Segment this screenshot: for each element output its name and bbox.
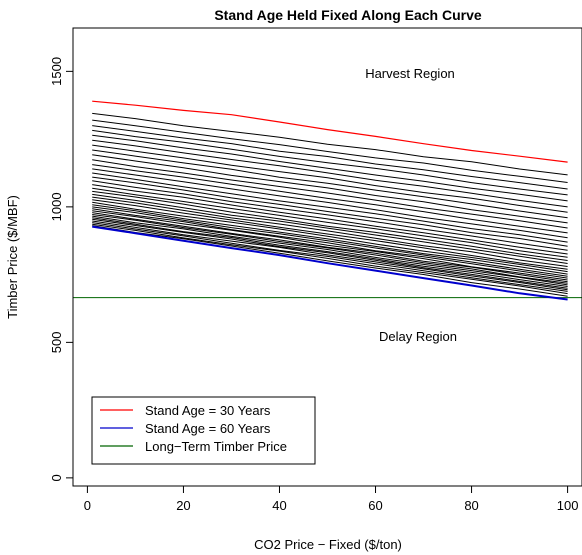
legend-label: Stand Age = 30 Years <box>145 403 271 418</box>
age-curve <box>92 206 568 277</box>
y-tick-label: 0 <box>49 474 64 481</box>
age-curve <box>92 125 568 190</box>
age-60-curve <box>92 225 568 301</box>
age-curve <box>92 208 568 279</box>
age-curve <box>92 112 568 176</box>
age-curve <box>92 204 568 275</box>
age-curve <box>92 149 568 219</box>
age-curve <box>92 129 568 196</box>
y-tick-label: 1500 <box>49 57 64 86</box>
age-curve <box>92 225 568 297</box>
x-tick-label: 60 <box>368 498 382 513</box>
age-curve <box>92 210 568 281</box>
age-curve <box>92 214 568 284</box>
age-curve <box>92 164 568 234</box>
age-curve <box>92 196 568 267</box>
age-curve <box>92 223 568 295</box>
age-curve <box>92 176 568 247</box>
legend-box <box>91 396 316 465</box>
age-curve <box>92 119 568 183</box>
x-tick-label: 100 <box>557 498 579 513</box>
legend-label: Long−Term Timber Price <box>145 439 287 454</box>
x-tick-label: 40 <box>272 498 286 513</box>
y-tick-label: 1000 <box>49 192 64 221</box>
age-curve <box>92 172 568 243</box>
age-curve <box>92 193 568 264</box>
delay-region-annotation: Delay Region <box>379 329 457 344</box>
age-curve <box>92 212 568 283</box>
age-30-curve <box>92 100 568 163</box>
legend-label: Stand Age = 60 Years <box>145 421 271 436</box>
age-curve <box>92 184 568 255</box>
age-curve <box>92 139 568 208</box>
age-curve <box>92 199 568 270</box>
age-curve <box>92 154 568 224</box>
age-curve <box>92 218 568 289</box>
age-curve <box>92 144 568 213</box>
x-tick-label: 20 <box>176 498 190 513</box>
chart-title: Stand Age Held Fixed Along Each Curve <box>214 7 482 23</box>
age-curve <box>92 217 568 287</box>
x-axis-label: CO2 Price − Fixed ($/ton) <box>254 537 402 552</box>
age-curve <box>92 180 568 251</box>
age-curve <box>92 159 568 229</box>
age-curve <box>92 187 568 258</box>
y-axis-label: Timber Price ($/MBF) <box>5 195 20 319</box>
age-curve <box>92 215 568 286</box>
age-curve <box>92 220 568 291</box>
age-curve <box>92 201 568 273</box>
x-tick-label: 80 <box>464 498 478 513</box>
y-axis: 0 500 1000 1500 <box>49 57 74 481</box>
x-tick-label: 0 <box>84 498 91 513</box>
age-curve <box>92 190 568 261</box>
legend: Stand Age = 30 Years Stand Age = 60 Years… <box>91 396 316 465</box>
age-curve <box>92 222 568 292</box>
y-tick-label: 500 <box>49 332 64 354</box>
age-curve <box>92 134 568 202</box>
x-axis: 0 20 40 60 80 100 <box>84 485 579 513</box>
age-curve <box>92 168 568 239</box>
harvest-region-annotation: Harvest Region <box>365 66 455 81</box>
